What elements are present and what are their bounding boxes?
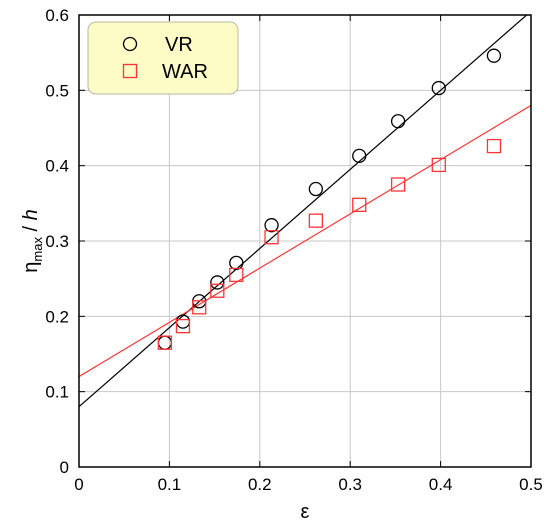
data-point-vr: [352, 148, 367, 164]
data-point-vr: [229, 255, 244, 270]
x-tick-label: 0.3: [338, 475, 362, 494]
y-tick-label: 0.6: [45, 6, 69, 25]
data-point-war: [390, 177, 406, 192]
y-tick-label: 0: [60, 458, 69, 477]
data-point-war: [175, 318, 191, 334]
y-axis-label-rest: /: [20, 220, 42, 237]
x-tick-label: 0.2: [248, 475, 272, 494]
x-tick-label: 0.5: [519, 475, 543, 494]
data-point-vr: [486, 48, 502, 63]
y-tick-label: 0.2: [45, 307, 69, 326]
legend-marker-vr: [122, 36, 138, 52]
y-axis-label-sub: max: [30, 237, 45, 262]
legend-label-war: WAR: [162, 61, 208, 83]
fit-line-war: [79, 104, 531, 378]
data-point-vr: [210, 275, 225, 290]
y-axis-label: ηmax / h: [20, 209, 45, 272]
data-points: [157, 48, 502, 350]
y-axis-label-base: η: [20, 262, 42, 273]
x-axis-label: ε: [301, 501, 310, 523]
ticks: [78, 14, 532, 468]
data-point-war: [192, 300, 207, 315]
x-tick-label: 0: [74, 475, 83, 494]
y-tick-label: 0.4: [45, 157, 69, 176]
data-point-vr: [264, 218, 279, 233]
data-point-war: [486, 138, 502, 154]
data-point-vr: [390, 114, 406, 129]
legend-marker-war: [122, 63, 138, 79]
legend-label-vr: VR: [165, 34, 193, 56]
data-point-war: [352, 197, 367, 212]
fit-line-vr: [79, 15, 528, 408]
y-tick-label: 0.1: [45, 383, 69, 402]
data-point-war: [431, 157, 446, 173]
y-axis-label-italic: h: [20, 209, 42, 220]
data-point-war: [210, 283, 225, 298]
legend-box: [87, 21, 239, 95]
y-tick-label: 0.3: [45, 232, 69, 251]
x-tick-label: 0.4: [429, 475, 453, 494]
data-point-war: [308, 213, 323, 228]
y-tick-label: 0.5: [45, 81, 69, 100]
data-point-war: [157, 335, 173, 350]
data-point-war: [229, 267, 244, 283]
fit-lines: [79, 15, 531, 408]
data-point-vr: [308, 181, 323, 197]
data-point-vr: [431, 80, 446, 96]
data-point-war: [264, 230, 279, 245]
legend: VR WAR: [87, 21, 239, 95]
x-tick-label: 0.1: [158, 475, 182, 494]
